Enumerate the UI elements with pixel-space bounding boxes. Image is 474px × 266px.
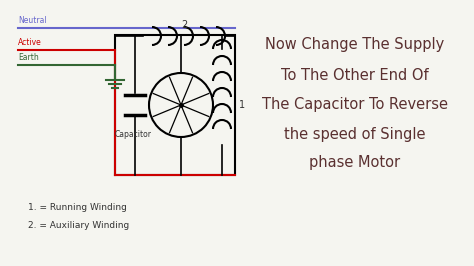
Text: 2: 2 [181,20,187,30]
Text: Now Change The Supply: Now Change The Supply [265,38,445,52]
Text: To The Other End Of: To The Other End Of [281,68,429,82]
Text: 2. = Auxiliary Winding: 2. = Auxiliary Winding [28,221,129,230]
Text: The Capacitor To Reverse: The Capacitor To Reverse [262,98,448,113]
Text: Neutral: Neutral [18,16,46,25]
Text: Earth: Earth [18,53,39,62]
Text: Capacitor: Capacitor [115,130,152,139]
Text: phase Motor: phase Motor [310,156,401,171]
Text: 1: 1 [239,100,245,110]
Bar [115,35,235,175]
Text: the speed of Single: the speed of Single [284,127,426,143]
Text: Active: Active [18,38,42,47]
Text: 1. = Running Winding: 1. = Running Winding [28,203,127,212]
